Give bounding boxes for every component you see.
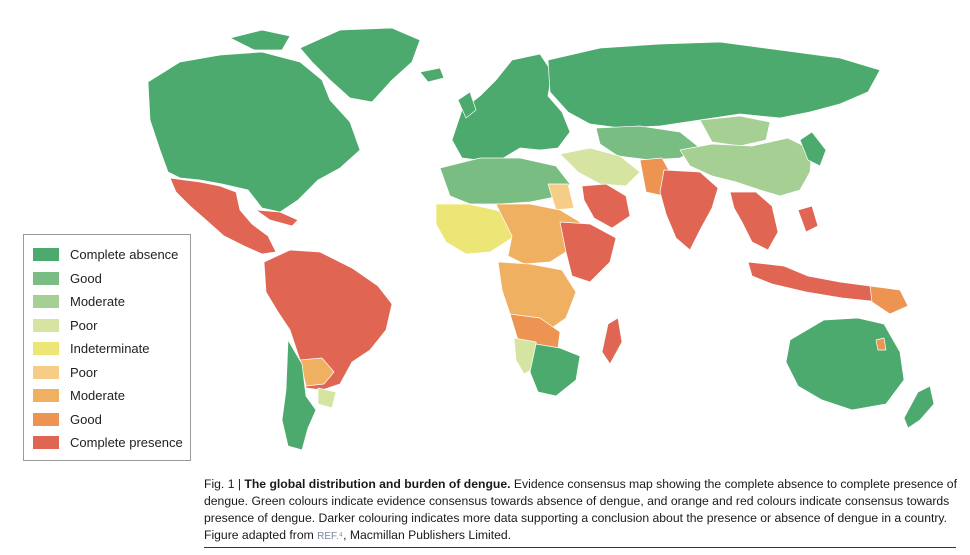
legend-label: Indeterminate <box>70 341 150 357</box>
region-caribbean <box>255 209 299 227</box>
region-madagascar <box>601 317 623 365</box>
caption-reference-link[interactable]: REF.⁴ <box>317 531 344 542</box>
region-north-america <box>147 51 361 213</box>
region-new-zealand <box>903 385 935 429</box>
legend-label: Complete presence <box>70 435 183 451</box>
region-middle-east <box>559 147 641 187</box>
legend-label: Good <box>70 411 102 427</box>
region-southeast-asia <box>729 191 779 251</box>
legend-label: Moderate <box>70 294 125 310</box>
caption-body: Evidence consensus map showing the compl… <box>204 477 957 542</box>
legend-swatch <box>32 388 60 404</box>
legend-item: Moderate <box>32 290 190 314</box>
legend-item: Complete presence <box>32 431 190 455</box>
legend-swatch <box>32 270 60 286</box>
region-philippines <box>797 205 819 233</box>
legend-swatch <box>32 364 60 380</box>
region-southern-africa <box>529 343 581 397</box>
legend-item: Good <box>32 267 190 291</box>
legend-swatch <box>32 247 60 263</box>
region-mongolia <box>699 115 771 147</box>
region-india <box>659 169 719 251</box>
region-uk <box>457 91 477 119</box>
region-sahel <box>495 203 581 265</box>
region-greenland <box>299 27 421 103</box>
region-korea-japan <box>799 131 827 167</box>
region-north-africa <box>439 157 571 205</box>
region-iceland <box>419 67 445 83</box>
region-south-america <box>263 249 393 391</box>
region-arabia <box>581 183 631 229</box>
legend-item: Indeterminate <box>32 337 190 361</box>
caption-tail: , Macmillan Publishers Limited. <box>343 528 512 542</box>
legend-swatch <box>32 411 60 427</box>
region-kazakhstan <box>595 125 701 161</box>
region-australia <box>785 317 905 411</box>
legend-item: Moderate <box>32 384 190 408</box>
region-chile-argentina <box>281 339 317 451</box>
legend-label: Poor <box>70 364 98 380</box>
legend-label: Moderate <box>70 388 125 404</box>
region-queensland-spot <box>875 337 887 351</box>
legend-item: Good <box>32 408 190 432</box>
region-mexico <box>169 177 277 255</box>
region-china <box>679 137 813 197</box>
legend-label: Complete absence <box>70 247 179 263</box>
legend-item: Complete absence <box>32 243 190 267</box>
region-west-africa <box>435 203 517 255</box>
caption-divider <box>204 547 956 548</box>
legend-item: Poor <box>32 361 190 385</box>
legend-label: Poor <box>70 317 98 333</box>
caption-fig-label: Fig. 1 | <box>204 477 245 491</box>
world-map <box>147 27 935 451</box>
legend-label: Good <box>70 270 102 286</box>
region-canada-islands <box>229 29 291 51</box>
legend-swatch <box>32 435 60 451</box>
map-legend: Complete absence Good Moderate Poor Inde… <box>23 234 191 461</box>
region-papua <box>869 285 909 315</box>
region-egypt <box>547 183 575 211</box>
region-paraguay <box>299 357 335 387</box>
legend-swatch <box>32 341 60 357</box>
figure-caption: Fig. 1 | The global distribution and bur… <box>204 476 958 545</box>
caption-title: The global distribution and burden of de… <box>244 477 511 491</box>
legend-item: Poor <box>32 314 190 338</box>
region-uruguay <box>317 387 337 409</box>
legend-swatch <box>32 317 60 333</box>
legend-swatch <box>32 294 60 310</box>
region-central-africa <box>497 261 577 333</box>
region-russia <box>547 41 881 129</box>
region-horn-africa <box>559 221 617 283</box>
